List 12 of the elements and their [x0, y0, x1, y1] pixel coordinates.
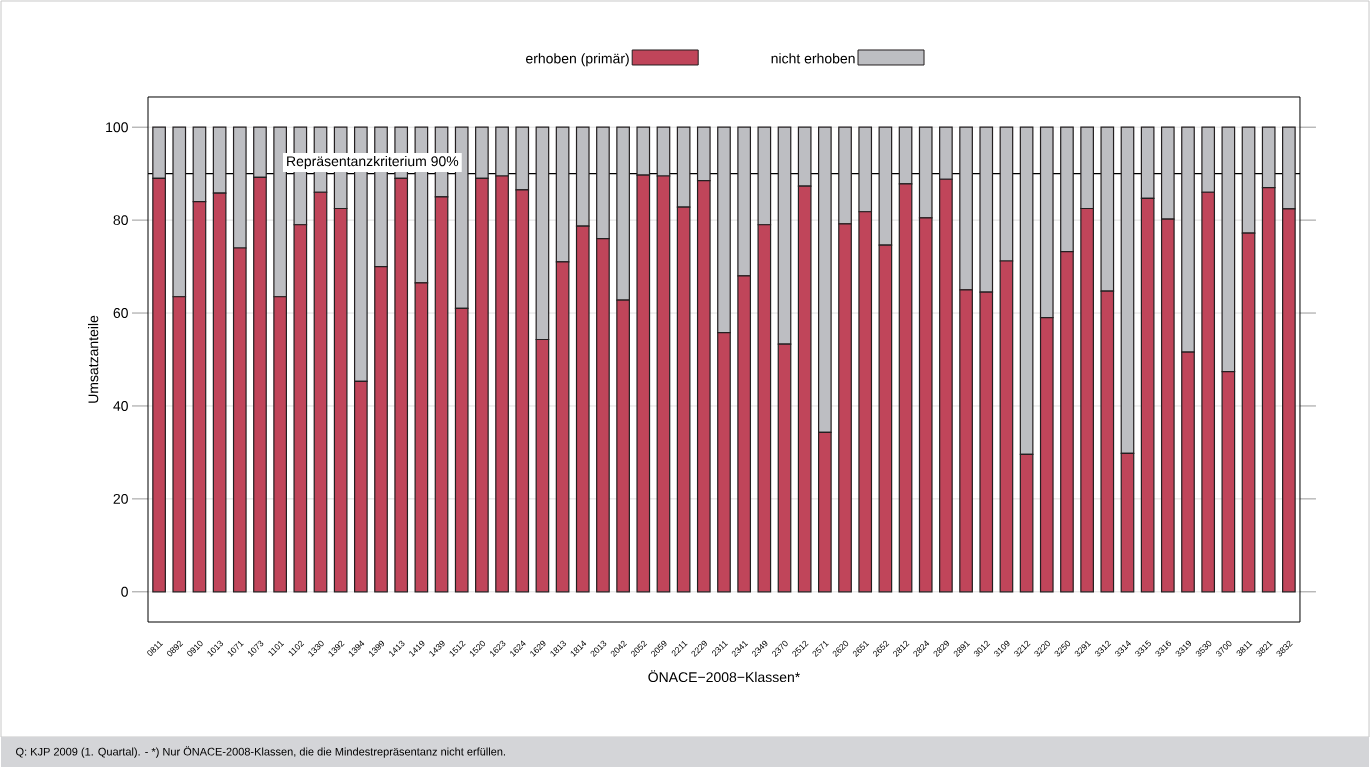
y-tick-label: 40	[113, 400, 128, 411]
y-axis-title: Umsatzanteile	[88, 315, 99, 403]
legend-label: erhoben (primär)	[526, 53, 629, 67]
x-axis-title: ÖNACE−2008−Klassen*	[648, 670, 801, 683]
y-tick-label: 60	[113, 308, 128, 318]
legend-label: nicht erhoben	[771, 53, 855, 64]
y-tick-label: 20	[113, 493, 128, 504]
y-tick-label: 100	[106, 122, 128, 133]
ref-line-label: Repräsentanzkriterium 90%	[287, 155, 459, 169]
y-tick-label: 80	[113, 215, 128, 226]
text: Q: KJP 2009 (1. Quartal). - *) Nur ÖNACE-2008-Klassen, die die Mindestrepräsentanz nicht erfüllen.	[16, 746, 505, 758]
y-tick-label: 0	[121, 586, 128, 597]
